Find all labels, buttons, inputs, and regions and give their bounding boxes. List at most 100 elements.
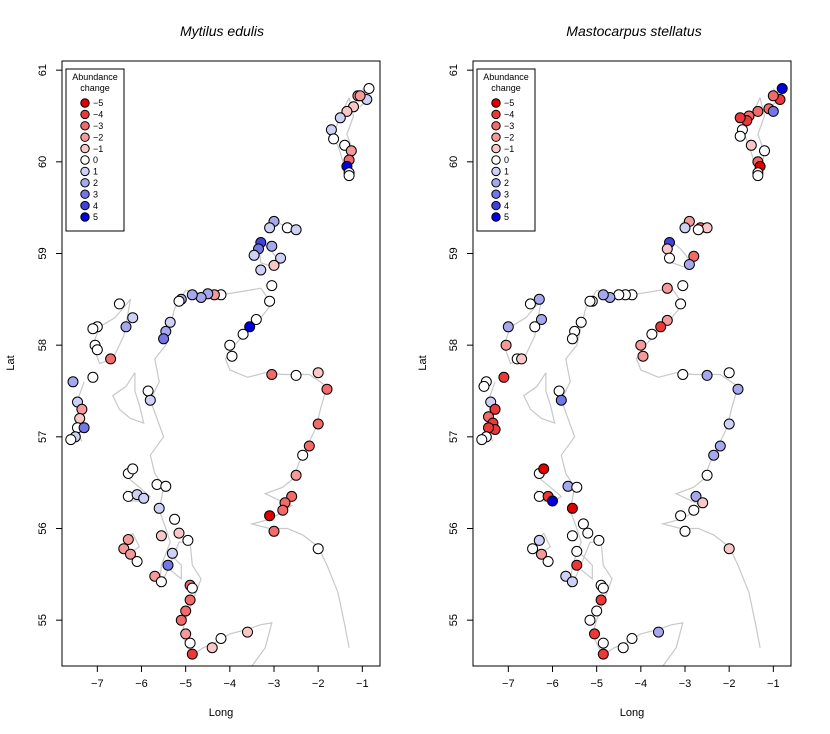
site-point <box>502 321 514 333</box>
site-point <box>312 418 324 430</box>
x-axis: −7 −6 −5 −4 −3 −2 −1 <box>91 666 369 690</box>
site-point <box>182 534 194 546</box>
site-point <box>180 605 192 617</box>
site-point <box>661 243 673 255</box>
y-tick-label: 55 <box>37 614 49 626</box>
x-tick-label: −6 <box>135 678 148 690</box>
data-points <box>476 83 788 660</box>
site-point <box>478 380 490 392</box>
site-point <box>266 240 278 252</box>
site-point <box>268 259 280 271</box>
plot-frame <box>61 60 381 667</box>
site-point <box>646 328 658 340</box>
site-point <box>524 298 536 310</box>
site-point <box>138 492 150 504</box>
data-points <box>65 83 375 660</box>
legend-swatch <box>491 121 501 131</box>
site-point <box>173 295 185 307</box>
site-point <box>328 133 340 145</box>
coastline <box>503 298 543 365</box>
site-point <box>297 449 309 461</box>
site-point <box>591 605 603 617</box>
y-tick-label: 61 <box>448 64 460 76</box>
plot-frame <box>472 60 792 667</box>
site-point <box>343 170 355 182</box>
site-point <box>597 582 609 594</box>
y-tick-label: 55 <box>448 614 460 626</box>
site-point <box>701 469 713 481</box>
legend-box <box>476 68 536 232</box>
site-point <box>127 463 139 475</box>
site-point <box>266 280 278 292</box>
site-point <box>776 83 788 94</box>
legend-label: 4 <box>93 201 98 211</box>
site-point <box>626 633 638 644</box>
legend-label: 5 <box>93 212 98 222</box>
legend-label: 4 <box>504 201 509 211</box>
y-tick-label: 61 <box>37 64 49 76</box>
x-tick-label: −1 <box>356 678 369 690</box>
site-point <box>341 105 353 117</box>
legend-swatch <box>80 143 90 154</box>
site-point <box>122 490 134 502</box>
site-point <box>290 369 302 381</box>
y-tick-label: 56 <box>37 522 49 534</box>
site-point <box>745 139 757 151</box>
legend-label: 0 <box>93 155 98 165</box>
site-point <box>653 626 664 638</box>
site-point <box>697 497 709 509</box>
chart-title: Mastocarpus stellatus <box>566 23 701 39</box>
x-tick-label: −2 <box>723 678 736 690</box>
legend-swatch <box>80 98 90 108</box>
site-point <box>542 556 554 567</box>
x-tick-label: −1 <box>767 678 780 690</box>
legend-label: −1 <box>504 144 514 154</box>
site-point <box>250 314 262 325</box>
site-point <box>277 504 289 516</box>
site-point <box>584 614 596 626</box>
x-tick-label: −4 <box>635 678 648 690</box>
site-point <box>566 530 578 542</box>
legend-swatch <box>491 132 501 142</box>
legend-label: 2 <box>504 178 509 188</box>
legend-label: 0 <box>504 155 509 165</box>
site-point <box>476 434 488 446</box>
site-point <box>577 518 589 530</box>
site-point <box>516 353 528 365</box>
x-axis: −7 −6 −5 −4 −3 −2 −1 <box>502 666 780 690</box>
site-point <box>354 90 366 102</box>
site-point <box>571 545 583 557</box>
y-tick-label: 57 <box>37 431 49 443</box>
site-point <box>575 316 587 328</box>
site-point <box>78 422 90 434</box>
site-point <box>675 298 687 310</box>
y-tick-label: 58 <box>37 339 49 351</box>
site-point <box>723 418 735 430</box>
site-point <box>527 543 539 555</box>
site-point <box>206 642 218 654</box>
legend-swatch <box>491 143 501 154</box>
y-axis: 55 56 57 58 59 60 61 <box>448 64 473 626</box>
legend-swatch <box>80 121 90 131</box>
site-point <box>266 369 278 380</box>
y-axis-label: Lat <box>417 355 429 370</box>
site-point <box>752 105 764 117</box>
site-point <box>242 626 253 638</box>
legend-label: −3 <box>504 121 514 131</box>
site-point <box>637 350 649 362</box>
site-point <box>679 222 691 234</box>
y-tick-label: 60 <box>37 156 49 168</box>
site-point <box>498 371 510 383</box>
panel-mastocarpus-stellatus: Mastocarpus stellatus −7 −6 −5 −4 −3 −2 −1 555… <box>417 23 792 719</box>
coastline <box>596 287 761 648</box>
site-point <box>723 543 735 555</box>
legend-swatch <box>80 166 90 177</box>
site-point <box>76 403 88 415</box>
x-tick-label: −2 <box>312 678 325 690</box>
site-point <box>536 548 547 560</box>
legend-label: 1 <box>93 167 98 177</box>
x-tick-label: −5 <box>590 678 603 690</box>
x-tick-label: −7 <box>502 678 515 690</box>
site-point <box>184 594 196 606</box>
